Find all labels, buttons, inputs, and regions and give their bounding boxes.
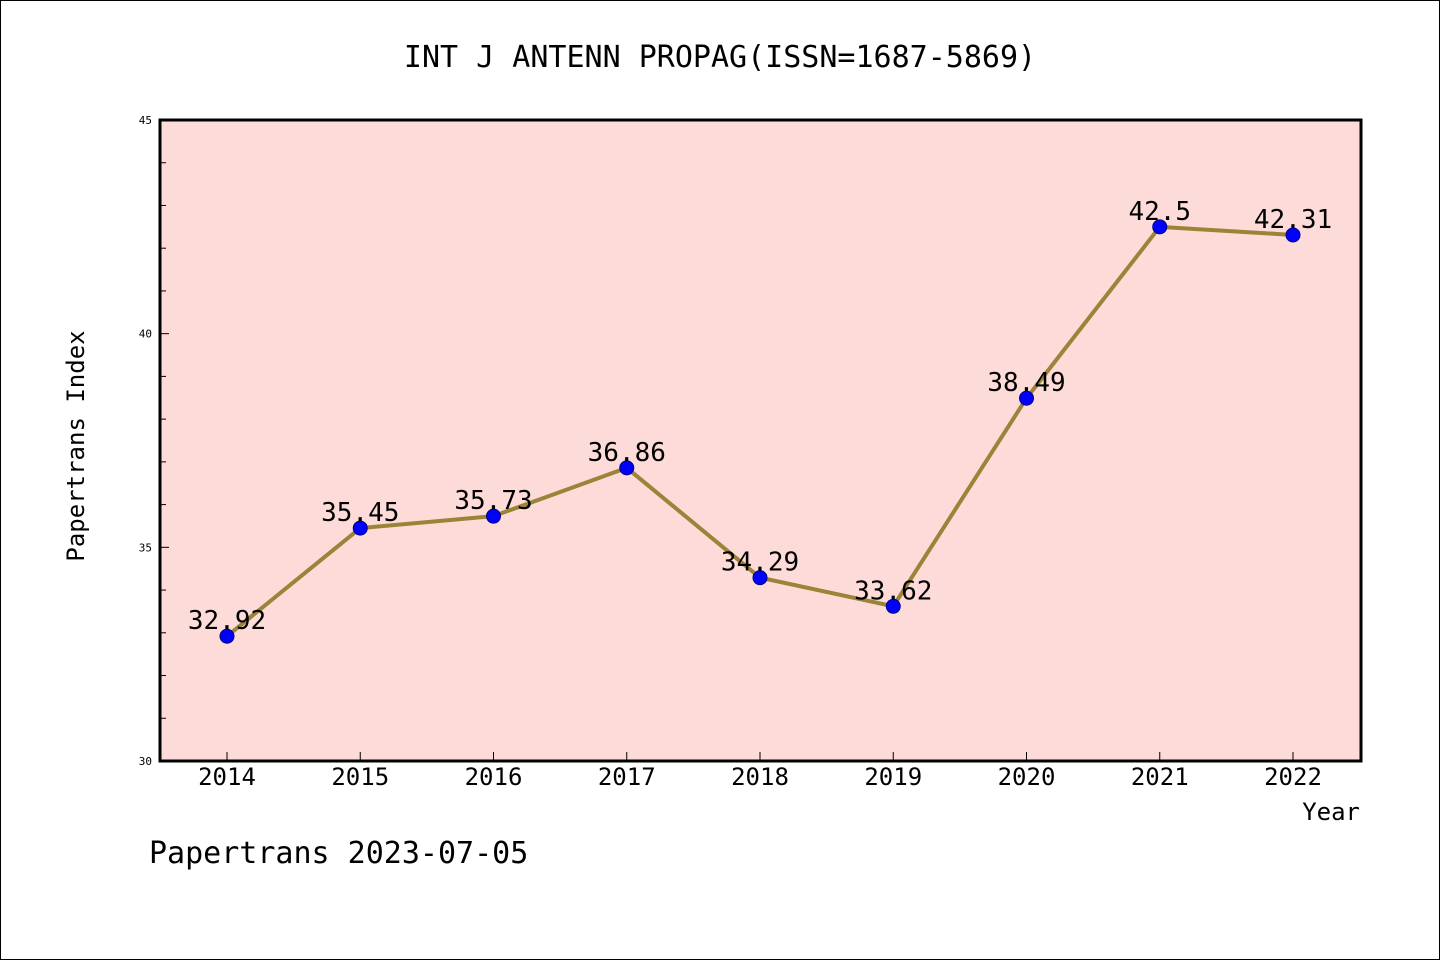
y-axis-label: Papertrans Index — [62, 330, 90, 561]
plot-border — [158, 118, 1363, 763]
x-tick-label: 2014 — [198, 763, 256, 791]
x-tick-label: 2016 — [465, 763, 523, 791]
x-tick-label: 2017 — [598, 763, 656, 791]
x-tick-label: 2019 — [864, 763, 922, 791]
x-tick-label: 2018 — [731, 763, 789, 791]
x-axis-ticks: 2014 2015 2016 2017 2018 2019 2020 2021 2022 — [198, 752, 1322, 791]
data-labels: 32.92 35.45 35.73 36.86 34.29 33.62 38.49 42.5 4… — [188, 197, 1332, 636]
data-point — [486, 508, 501, 524]
data-point — [752, 570, 768, 586]
data-point — [1019, 390, 1034, 406]
data-point — [1285, 227, 1301, 243]
data-label: 35.73 — [454, 486, 532, 516]
data-point — [219, 628, 235, 644]
y-tick-label: 40 — [139, 328, 152, 341]
data-point — [352, 520, 368, 536]
y-tick-label: 35 — [139, 541, 152, 554]
y-tick-label: 45 — [139, 114, 152, 127]
data-label: 34.29 — [721, 548, 799, 578]
x-tick-label: 2021 — [1131, 763, 1189, 791]
chart-title: INT J ANTENN PROPAG(ISSN=1687-5869) — [404, 40, 1036, 75]
y-tick-label: 30 — [139, 755, 152, 768]
x-tick-label: 2022 — [1264, 763, 1322, 791]
x-axis-label: Year — [1302, 798, 1360, 826]
data-point — [885, 598, 901, 614]
x-tick-label: 2020 — [998, 763, 1056, 791]
data-label: 38.49 — [987, 368, 1065, 398]
data-label: 35.45 — [321, 498, 399, 528]
data-point — [619, 460, 635, 476]
footer-text: Papertrans 2023-07-05 — [149, 836, 528, 871]
data-label: 36.86 — [588, 438, 666, 468]
x-tick-label: 2015 — [331, 763, 389, 791]
data-label: 42.5 — [1128, 197, 1191, 227]
data-label: 33.62 — [854, 576, 932, 606]
data-label: 42.31 — [1254, 205, 1332, 235]
data-label: 32.92 — [188, 606, 266, 636]
data-point — [1152, 219, 1168, 235]
data-markers — [219, 219, 1301, 644]
